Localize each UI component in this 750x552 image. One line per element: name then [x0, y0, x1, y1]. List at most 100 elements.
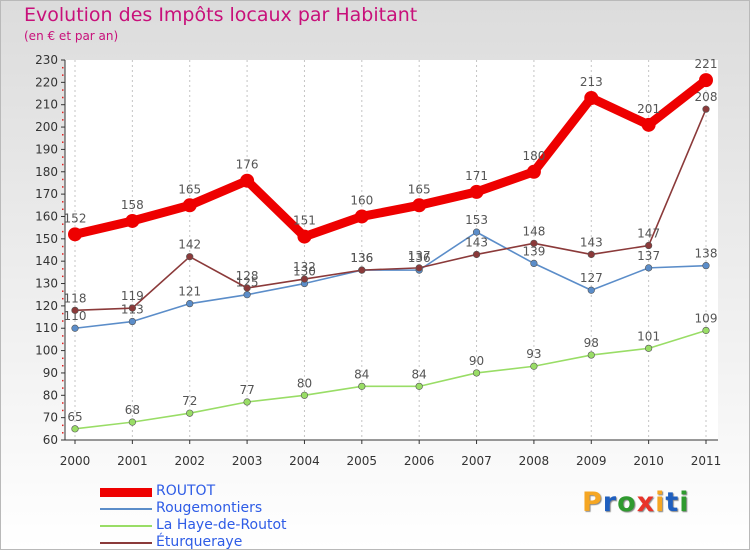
y-minor-tick — [62, 268, 64, 270]
data-point — [645, 344, 653, 352]
data-point — [358, 382, 366, 390]
y-tick-label: 210 — [35, 98, 58, 112]
data-label: 137 — [637, 249, 660, 263]
data-point — [186, 409, 194, 417]
data-label: 165 — [178, 182, 201, 196]
data-point — [587, 351, 595, 359]
data-label: 98 — [584, 336, 599, 350]
data-label: 148 — [522, 224, 545, 238]
data-label: 119 — [121, 289, 144, 303]
proxiti-logo: Proxiti — [582, 487, 690, 518]
data-label: 147 — [637, 227, 660, 241]
data-label: 132 — [293, 260, 316, 274]
y-minor-tick — [62, 297, 64, 300]
x-tick-label: 2010 — [633, 454, 664, 468]
legend-label: Éturqueraye — [156, 534, 243, 550]
y-minor-tick — [62, 96, 64, 99]
data-label: 136 — [408, 251, 431, 265]
data-label: 151 — [293, 214, 316, 228]
y-tick-label: 200 — [35, 120, 58, 134]
y-minor-tick — [62, 163, 64, 166]
data-label: 84 — [354, 367, 369, 381]
data-point — [186, 300, 194, 308]
data-label: 130 — [293, 265, 316, 279]
y-minor-tick — [62, 186, 64, 188]
x-tick-label: 2009 — [576, 454, 607, 468]
data-point — [358, 266, 366, 274]
data-point — [472, 250, 481, 259]
data-label: 125 — [236, 276, 259, 290]
y-tick-label: 60 — [43, 433, 58, 447]
data-point — [128, 304, 136, 312]
data-point — [71, 324, 79, 332]
data-point — [412, 198, 427, 213]
series-rougemontiers: 110113121125130136136153139127137138 — [64, 213, 717, 332]
series-line — [70, 75, 711, 242]
data-point — [186, 253, 194, 261]
data-point — [243, 291, 251, 299]
data-point — [354, 209, 369, 224]
data-label: 153 — [465, 213, 488, 227]
series-la-haye-de-routot: 65 68 72 77 80 84 84 90 93 98 101 109 — [67, 311, 717, 433]
y-minor-tick — [62, 253, 64, 255]
data-label: 136 — [350, 251, 373, 265]
data-point — [645, 241, 653, 250]
series-line — [74, 231, 707, 330]
y-tick-label: 230 — [35, 53, 58, 67]
data-label: 165 — [408, 182, 431, 196]
data-point — [526, 164, 541, 179]
y-minor-tick — [62, 156, 64, 158]
plot-area — [65, 60, 718, 440]
data-point — [300, 391, 309, 399]
data-label: 180 — [522, 149, 545, 163]
x-tick-label: 2005 — [347, 454, 378, 468]
data-point — [645, 264, 653, 272]
data-point — [182, 198, 197, 213]
y-minor-tick — [62, 201, 64, 203]
data-point — [530, 239, 538, 247]
data-point — [699, 73, 713, 88]
x-tick-label: 2002 — [174, 454, 205, 468]
y-minor-tick — [62, 89, 64, 91]
data-point — [584, 91, 599, 105]
data-label: 90 — [469, 354, 484, 368]
y-tick-label: 190 — [35, 142, 58, 156]
legend-swatch — [100, 542, 152, 544]
data-label: 127 — [580, 271, 603, 285]
data-label: 121 — [178, 285, 201, 299]
series-line — [74, 329, 707, 430]
x-tick-label: 2008 — [519, 454, 550, 468]
y-tick-label: 90 — [43, 366, 58, 380]
y-minor-tick — [62, 223, 64, 225]
data-label: 118 — [64, 291, 87, 305]
y-tick-label: 70 — [43, 411, 58, 425]
data-label: 101 — [637, 329, 660, 343]
data-label: 160 — [350, 193, 373, 207]
y-minor-tick — [62, 312, 64, 315]
y-tick-label: 130 — [35, 277, 58, 291]
y-minor-tick — [62, 245, 64, 248]
data-point — [587, 250, 595, 259]
data-point — [530, 259, 538, 268]
chart-title: Evolution des Impôts locaux par Habitant — [24, 4, 418, 26]
series-routot: 152 158 165 176 151 160 165 171 180 213 201 221 — [64, 57, 717, 244]
data-label: 171 — [465, 169, 488, 183]
data-point — [469, 184, 484, 199]
data-label: 201 — [637, 102, 660, 116]
y-minor-tick — [62, 66, 64, 69]
y-minor-tick — [62, 432, 64, 434]
data-point — [472, 228, 481, 236]
series-line — [74, 108, 707, 312]
data-label: 77 — [239, 383, 254, 397]
y-minor-tick — [62, 357, 64, 360]
data-label: 93 — [526, 347, 541, 361]
data-point — [243, 398, 251, 406]
data-point — [128, 418, 136, 426]
data-label: 72 — [182, 394, 197, 408]
y-minor-tick — [62, 141, 64, 143]
data-label: 68 — [125, 403, 140, 417]
y-minor-tick — [62, 379, 64, 382]
data-label: 143 — [580, 235, 603, 249]
data-point — [702, 105, 710, 113]
data-point — [415, 264, 423, 272]
